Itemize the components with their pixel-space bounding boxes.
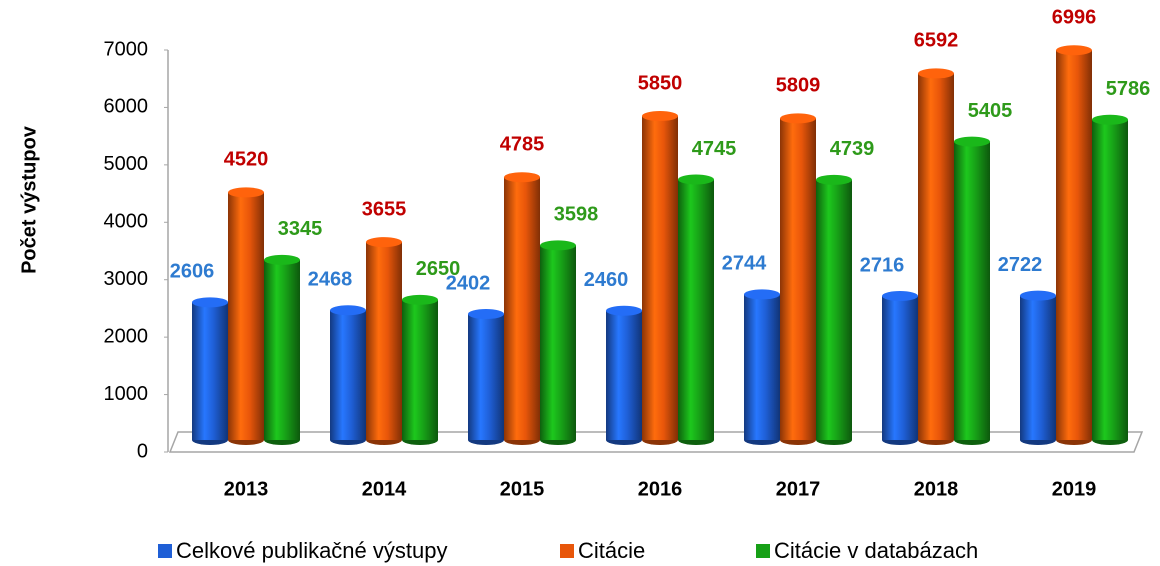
bar-top (780, 113, 816, 124)
bar (468, 314, 504, 440)
data-label: 5786 (1106, 78, 1151, 100)
bar-top (1056, 45, 1092, 56)
data-label: 5809 (776, 75, 821, 97)
bar-top (678, 174, 714, 185)
data-label: 2402 (446, 272, 491, 294)
bar-top (366, 237, 402, 248)
x-tick-label: 2018 (914, 478, 959, 500)
y-tick-label: 3000 (104, 268, 149, 290)
data-label: 5405 (968, 100, 1013, 122)
legend-label: Citácie v databázach (774, 538, 978, 563)
data-label: 4785 (500, 133, 545, 155)
legend-swatch (158, 544, 172, 558)
legend-swatch (756, 544, 770, 558)
bar (954, 141, 990, 440)
bar-top (918, 68, 954, 79)
bar (882, 296, 918, 440)
bar (642, 116, 678, 441)
bar (918, 73, 954, 441)
x-tick-label: 2017 (776, 478, 821, 500)
data-label: 4520 (224, 149, 269, 171)
data-label: 4739 (830, 138, 875, 160)
bar (504, 177, 540, 440)
legend-label: Celkové publikačné výstupy (176, 538, 447, 563)
bar-top (606, 305, 642, 316)
bar-top (540, 240, 576, 251)
bar (744, 294, 780, 440)
bar (1056, 50, 1092, 441)
bar (228, 192, 264, 440)
x-tick-label: 2019 (1052, 478, 1097, 500)
bar-top (882, 291, 918, 302)
x-tick-label: 2014 (362, 478, 407, 500)
data-label: 2716 (860, 254, 905, 276)
bar (540, 245, 576, 440)
bar (678, 179, 714, 440)
y-tick-label: 1000 (104, 383, 149, 405)
y-tick-label: 0 (137, 440, 148, 462)
bar (192, 302, 228, 440)
data-label: 2722 (998, 254, 1043, 276)
data-label: 2744 (722, 253, 767, 275)
data-label: 2460 (584, 269, 629, 291)
data-label: 2606 (170, 261, 215, 283)
bar-top (642, 111, 678, 122)
bar-top (330, 305, 366, 316)
bar-top (228, 187, 264, 198)
bar-top (504, 172, 540, 183)
bar (1020, 295, 1056, 440)
bar-top (1020, 290, 1056, 301)
data-label: 3345 (278, 218, 323, 240)
y-tick-label: 2000 (104, 325, 149, 347)
bar-top (402, 294, 438, 305)
data-label: 4745 (692, 138, 737, 160)
y-tick-label: 4000 (104, 211, 149, 233)
data-label: 6592 (914, 30, 959, 52)
x-tick-label: 2013 (224, 478, 269, 500)
bar-top (264, 254, 300, 265)
y-tick-label: 6000 (104, 96, 149, 118)
bar-top (468, 309, 504, 320)
data-label: 2468 (308, 269, 353, 291)
data-label: 5850 (638, 72, 683, 94)
bar (330, 310, 366, 440)
bar (780, 118, 816, 440)
y-tick-label: 7000 (104, 38, 149, 60)
bar (264, 259, 300, 440)
legend-swatch (560, 544, 574, 558)
data-label: 3655 (362, 198, 407, 220)
bar-top (816, 174, 852, 185)
data-label: 3598 (554, 204, 599, 226)
data-label: 2650 (416, 258, 461, 280)
x-tick-label: 2015 (500, 478, 545, 500)
data-label: 6996 (1052, 7, 1097, 29)
y-axis-label: Počet výstupov (18, 125, 40, 274)
y-tick-label: 5000 (104, 153, 149, 175)
bar (402, 299, 438, 440)
bar-top (744, 289, 780, 300)
bar-top (1092, 114, 1128, 125)
legend-label: Citácie (578, 538, 645, 563)
bar (816, 179, 852, 440)
bar (606, 310, 642, 440)
bar (366, 242, 402, 440)
bar-top (192, 297, 228, 308)
x-tick-label: 2016 (638, 478, 683, 500)
bar (1092, 119, 1128, 440)
bar-top (954, 136, 990, 147)
